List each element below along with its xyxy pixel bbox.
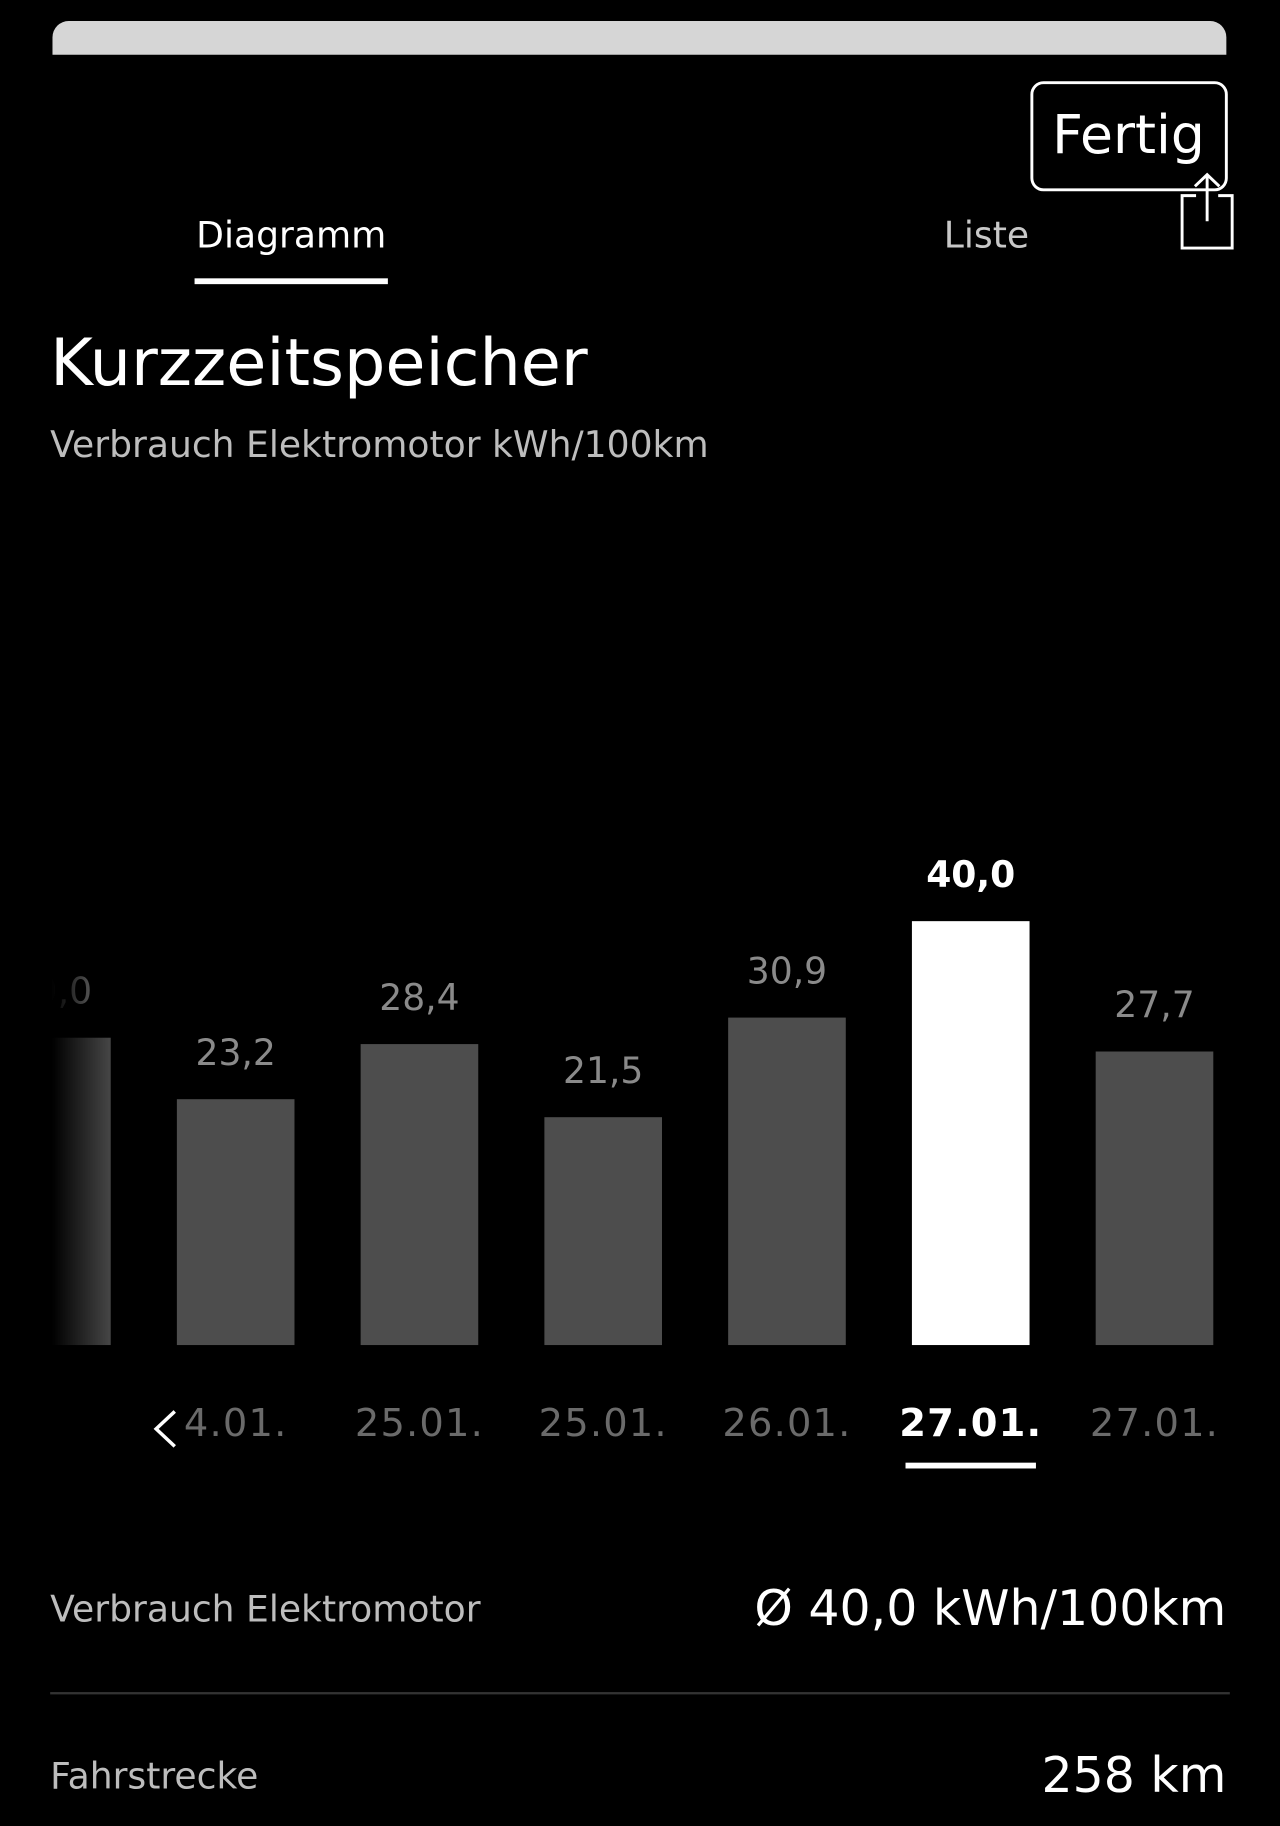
scroll-fade <box>52 954 117 1351</box>
bar <box>728 1017 846 1346</box>
scroll-left-chevron[interactable] <box>153 1410 176 1448</box>
bar <box>911 921 1030 1346</box>
value-label: 21,5 <box>563 1049 643 1092</box>
tab[interactable]: Liste <box>944 214 1029 257</box>
date-underline <box>905 1462 1036 1469</box>
date-axis: 4.01. 25.01. 25.01. 26.01. 27.01. 27.01. <box>184 1401 1219 1469</box>
bar <box>1095 1051 1214 1346</box>
value-label: 40,0 <box>926 853 1015 896</box>
sheet-handle-bar <box>52 20 1227 55</box>
bar <box>544 1117 663 1346</box>
summary-label: Fahrstrecke <box>50 1754 258 1797</box>
done-button[interactable] <box>1030 81 1228 192</box>
done-button-label[interactable]: Fertig <box>1052 103 1205 166</box>
value-label: 28,4 <box>379 976 459 1019</box>
subtitle: Verbrauch Elektromotor kWh/100km <box>50 423 708 466</box>
value-label: 23,2 <box>195 1031 275 1074</box>
chart: 29,023,228,421,530,940,027,7 <box>52 853 1214 1346</box>
summary-value: Ø 40,0 kWh/100km <box>754 1580 1226 1637</box>
summary-label: Verbrauch Elektromotor <box>50 1588 481 1631</box>
summary-value: 258 km <box>1041 1747 1226 1804</box>
date-label: 25.01. <box>355 1401 484 1446</box>
date-label: 27.01. <box>1090 1401 1219 1446</box>
value-label: 30,9 <box>747 949 827 992</box>
bar <box>360 1044 479 1346</box>
date-label[interactable]: 27.01. <box>899 1401 1042 1446</box>
title: Kurzzeitspeicher <box>50 325 588 401</box>
date-label: 25.01. <box>539 1401 668 1446</box>
tab[interactable]: Diagramm <box>196 214 386 257</box>
value-label: 27,7 <box>1114 983 1194 1026</box>
date-label: 4.01. <box>184 1401 288 1446</box>
share-icon[interactable] <box>1180 172 1234 250</box>
divider <box>50 1692 1230 1695</box>
tab-underline <box>194 278 388 285</box>
date-label: 26.01. <box>722 1401 851 1446</box>
bar <box>176 1099 295 1346</box>
